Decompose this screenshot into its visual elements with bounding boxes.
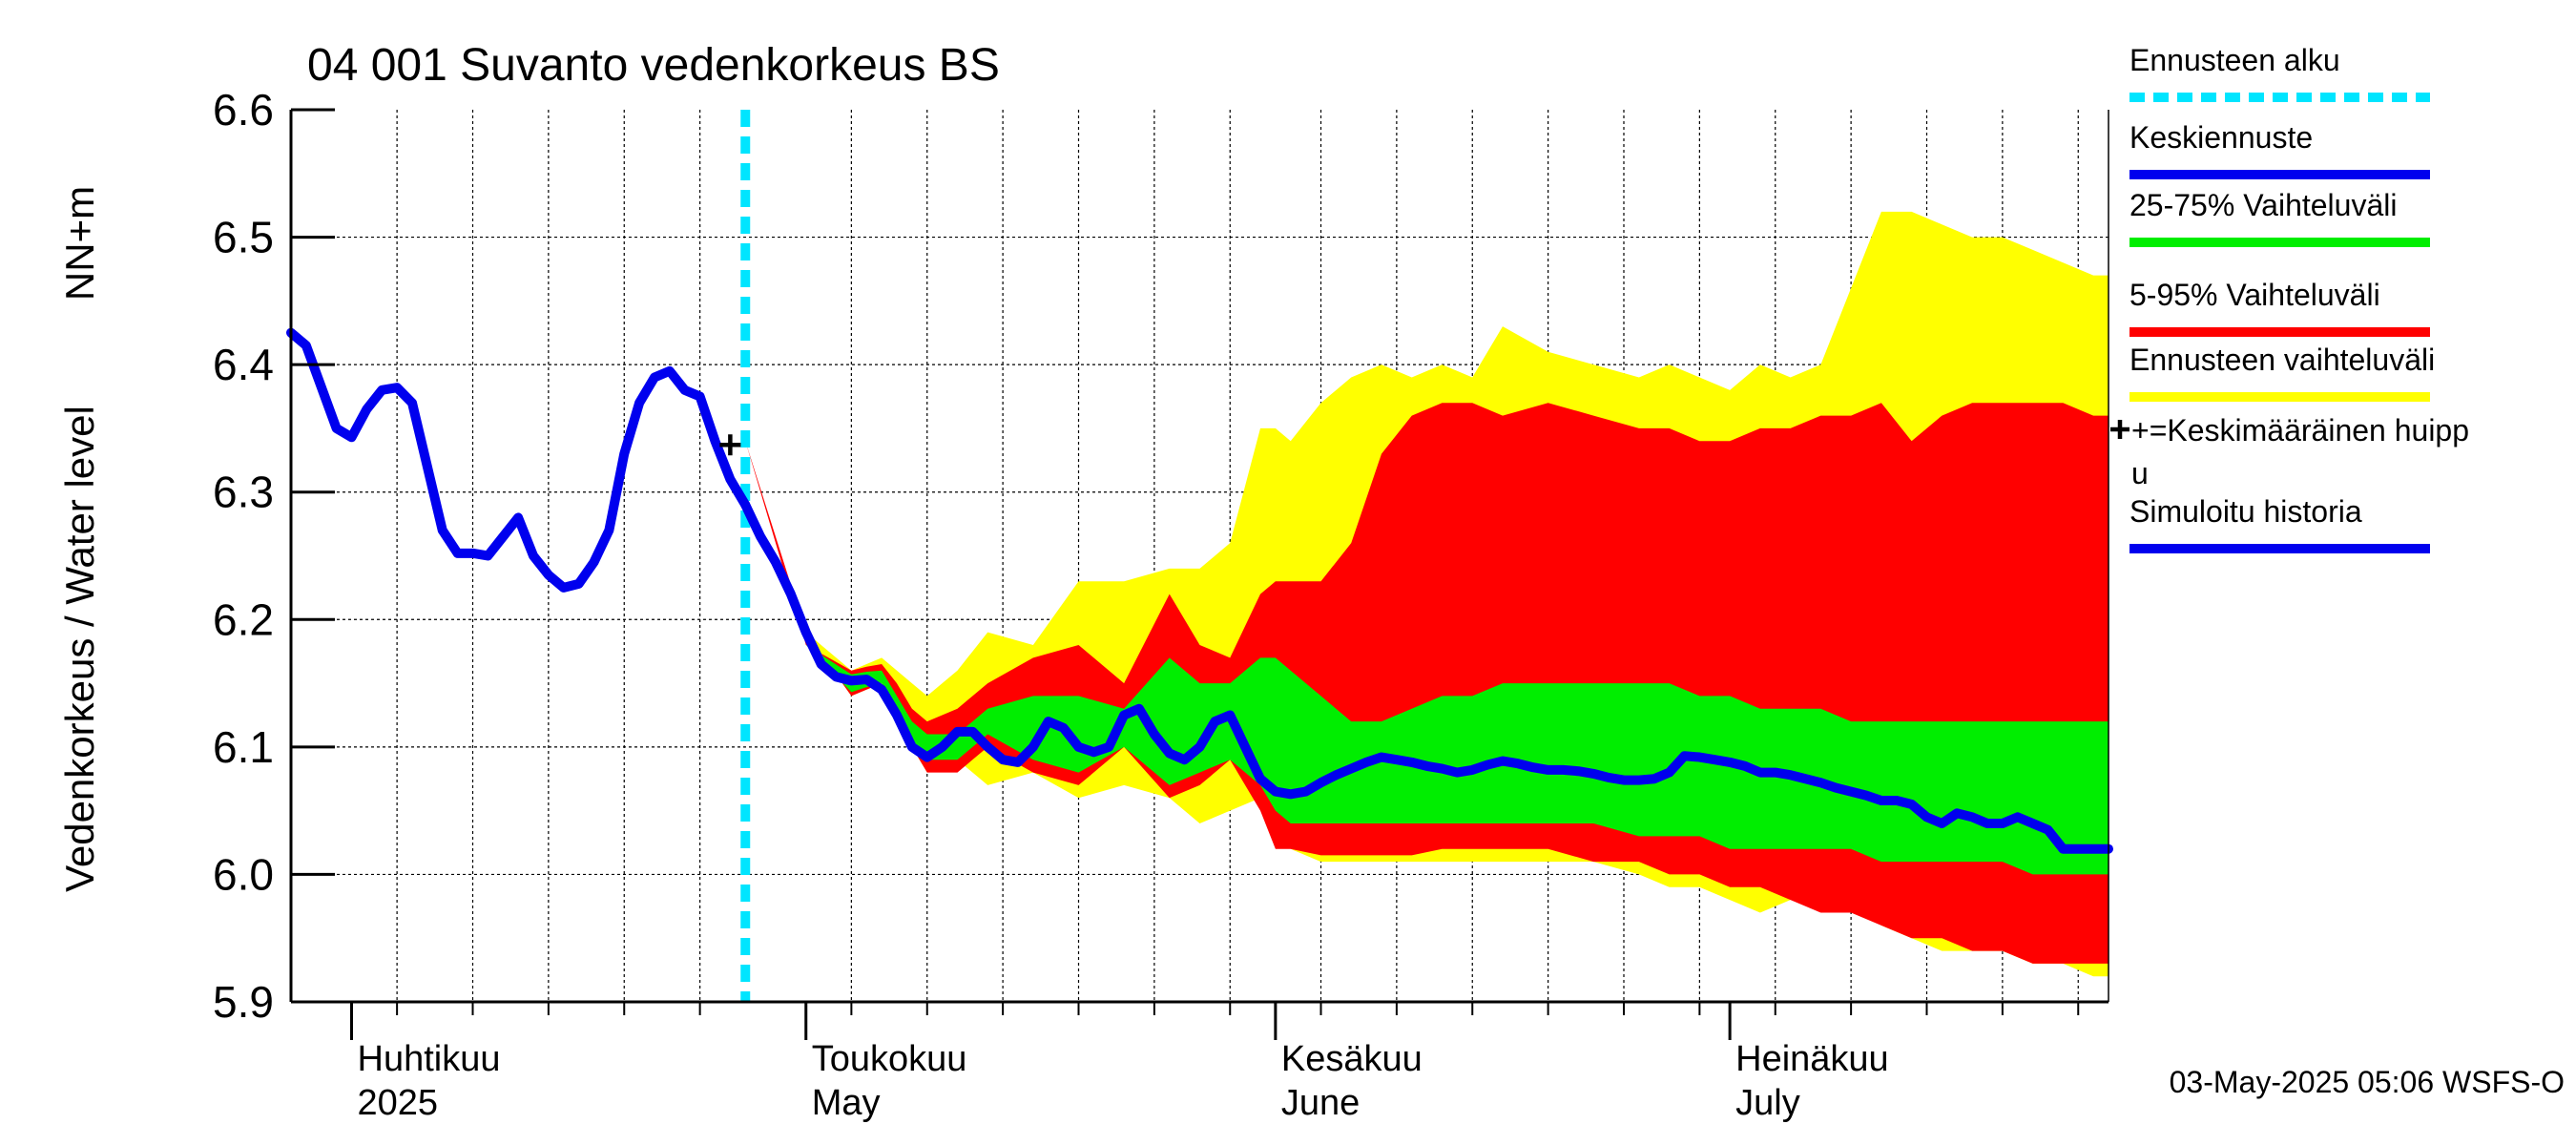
legend-label: +=Keskimääräinen huipp	[2131, 413, 2469, 448]
month-label-fi: Huhtikuu	[358, 1039, 501, 1079]
month-label-fi: Heinäkuu	[1735, 1039, 1889, 1079]
forecast-bands	[745, 211, 2109, 977]
legend-label: 5-95% Vaihteluväli	[2129, 278, 2380, 312]
month-label-en: May	[812, 1083, 881, 1123]
legend-label: Keskiennuste	[2129, 120, 2313, 155]
y-tick-label: 6.5	[213, 213, 274, 262]
y-tick-labels: 5.9 6.0 6.1 6.2 6.3 6.4 6.5 6.6	[213, 85, 335, 1027]
y-axis-unit-label: NN+m	[57, 186, 102, 301]
legend-label: Ennusteen vaihteluväli	[2129, 343, 2435, 377]
y-tick-label: 6.4	[213, 340, 274, 389]
month-label-fi: Kesäkuu	[1281, 1039, 1423, 1079]
y-tick-label: 6.6	[213, 85, 274, 135]
line-keskiennuste	[740, 500, 2113, 854]
y-tick-label: 6.3	[213, 468, 274, 517]
legend-marker-plus	[2110, 420, 2129, 439]
chart-title: 04 001 Suvanto vedenkorkeus BS	[307, 40, 1000, 91]
legend-label-cont: u	[2131, 456, 2149, 490]
band-25-75-vaihteluv-li	[745, 441, 2109, 875]
legend: Ennusteen alku Keskiennuste 25-75% Vaihtel…	[2110, 43, 2469, 553]
line-simuloitu-historia	[286, 327, 751, 593]
month-label-en: June	[1281, 1083, 1360, 1123]
month-label-en: July	[1735, 1083, 1800, 1123]
y-tick-label: 6.2	[213, 594, 274, 644]
mean-peak-marker	[719, 434, 741, 456]
y-tick-label: 5.9	[213, 977, 274, 1027]
legend-label: Simuloitu historia	[2129, 494, 2362, 529]
month-label-fi: Toukokuu	[812, 1039, 967, 1079]
legend-label: 25-75% Vaihteluväli	[2129, 188, 2397, 222]
legend-label: Ennusteen alku	[2129, 43, 2340, 77]
timestamp: 03-May-2025 05:06 WSFS-O	[2170, 1065, 2565, 1099]
y-tick-label: 6.1	[213, 722, 274, 772]
y-tick-label: 6.0	[213, 849, 274, 899]
level-lines	[286, 110, 2113, 1002]
y-axis-label: Vedenkorkeus / Water level	[57, 406, 102, 892]
axes	[289, 110, 2109, 1040]
month-label-en: 2025	[358, 1083, 439, 1123]
